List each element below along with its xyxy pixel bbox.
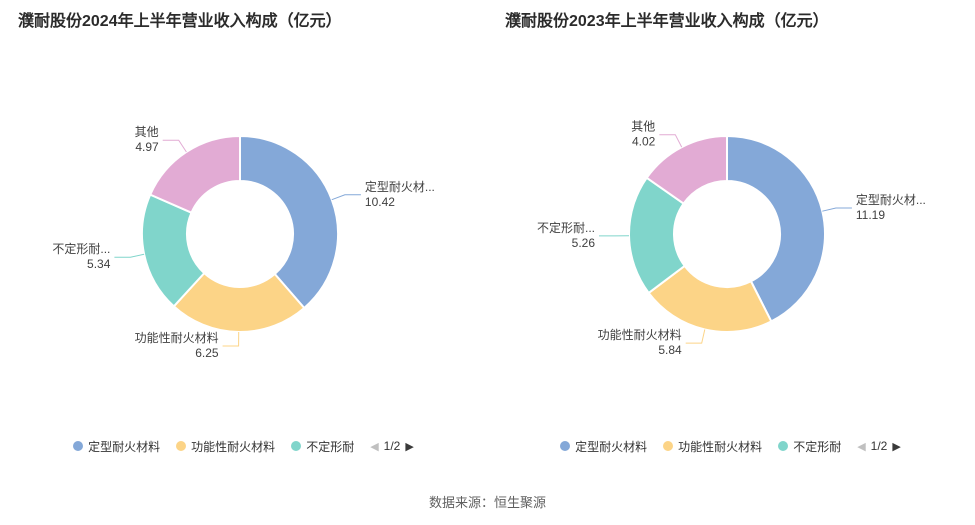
legend-item-0[interactable]: 定型耐火材料 bbox=[73, 438, 160, 455]
legend-item-label: 功能性耐火材料 bbox=[191, 439, 276, 454]
data-source-note: 数据来源：恒生聚源 bbox=[428, 495, 546, 510]
pie-slice-3[interactable] bbox=[148, 134, 241, 215]
legend-item-2[interactable]: 不定形耐 bbox=[291, 438, 354, 455]
slice-leader-line-2 bbox=[114, 253, 145, 258]
chart-legend-2024h1: 定型耐火材料 功能性耐火材料 不定形耐 ◀ 1/2 ▶ bbox=[0, 436, 487, 456]
legend-next-button[interactable]: ▶ bbox=[405, 440, 414, 453]
slice-label-1: 功能性耐火材料 5.84 bbox=[598, 328, 682, 357]
legend-item-label: 定型耐火材料 bbox=[88, 439, 161, 454]
legend-dot-icon bbox=[176, 441, 187, 451]
legend-pager: ◀ 1/2 ▶ bbox=[370, 439, 414, 453]
legend-item-0[interactable]: 定型耐火材料 bbox=[560, 438, 647, 455]
chart-title-2024h1: 濮耐股份2024年上半年营业收入构成（亿元） bbox=[18, 13, 342, 30]
legend-item-2[interactable]: 不定形耐 bbox=[778, 438, 841, 455]
slice-label-3: 其他 4.02 bbox=[631, 120, 655, 149]
donut-chart-2024h1: 定型耐火材... 10.42 功能性耐火材料 6.25 不定形耐... 5.34 其他 4.9… bbox=[52, 125, 435, 360]
pie-slice-0[interactable] bbox=[726, 134, 826, 323]
chart-title-2023h1: 濮耐股份2023年上半年营业收入构成（亿元） bbox=[505, 13, 829, 30]
chart-panel-2024h1: 濮耐股份2024年上半年营业收入构成（亿元） 定型耐火材... 10.42 功能性耐… bbox=[0, 0, 487, 470]
legend-prev-button[interactable]: ◀ bbox=[857, 440, 866, 453]
charts-row: 濮耐股份2024年上半年营业收入构成（亿元） 定型耐火材... 10.42 功能性耐… bbox=[0, 0, 974, 470]
slice-leader-line-3 bbox=[162, 139, 187, 153]
slice-label-3: 其他 4.97 bbox=[135, 125, 159, 154]
legend-page-indicator: 1/2 bbox=[870, 439, 888, 453]
slice-label-0: 定型耐火材... 10.42 bbox=[365, 179, 435, 209]
legend-item-1[interactable]: 功能性耐火材料 bbox=[176, 438, 275, 455]
legend-dot-icon bbox=[560, 441, 571, 451]
slice-leader-line-1 bbox=[685, 329, 706, 344]
slice-leader-line-0 bbox=[822, 207, 852, 212]
legend-dot-icon bbox=[663, 441, 674, 451]
pie-slice-0[interactable] bbox=[239, 134, 339, 310]
legend-next-button[interactable]: ▶ bbox=[892, 440, 901, 453]
legend-dot-icon bbox=[73, 441, 84, 451]
legend-dot-icon bbox=[778, 441, 789, 451]
legend-dot-icon bbox=[291, 441, 302, 451]
legend-item-label: 不定形耐 bbox=[793, 439, 842, 454]
chart-legend-2023h1: 定型耐火材料 功能性耐火材料 不定形耐 ◀ 1/2 ▶ bbox=[487, 436, 974, 456]
chart-panel-2023h1: 濮耐股份2023年上半年营业收入构成（亿元） 定型耐火材... 11.19 功能性耐… bbox=[487, 0, 974, 470]
legend-item-1[interactable]: 功能性耐火材料 bbox=[663, 438, 762, 455]
legend-item-label: 定型耐火材料 bbox=[575, 439, 648, 454]
donut-chart-2023h1: 定型耐火材... 11.19 功能性耐火材料 5.84 不定形耐... 5.26 其他 4.0… bbox=[537, 120, 926, 357]
slice-label-0: 定型耐火材... 11.19 bbox=[856, 192, 926, 222]
legend-item-label: 功能性耐火材料 bbox=[678, 439, 763, 454]
slice-label-2: 不定形耐... 5.26 bbox=[537, 220, 595, 250]
slice-leader-line-3 bbox=[659, 134, 683, 148]
slice-leader-line-1 bbox=[222, 331, 240, 347]
legend-item-label: 不定形耐 bbox=[306, 439, 355, 454]
pie-slice-1[interactable] bbox=[172, 271, 306, 333]
pie-slice-3[interactable] bbox=[645, 134, 728, 205]
legend-prev-button[interactable]: ◀ bbox=[370, 440, 379, 453]
slice-label-2: 不定形耐... 5.34 bbox=[52, 241, 110, 271]
slice-leader-line-0 bbox=[331, 194, 361, 201]
slice-label-1: 功能性耐火材料 6.25 bbox=[135, 331, 219, 360]
legend-pager: ◀ 1/2 ▶ bbox=[857, 439, 901, 453]
legend-page-indicator: 1/2 bbox=[383, 439, 401, 453]
